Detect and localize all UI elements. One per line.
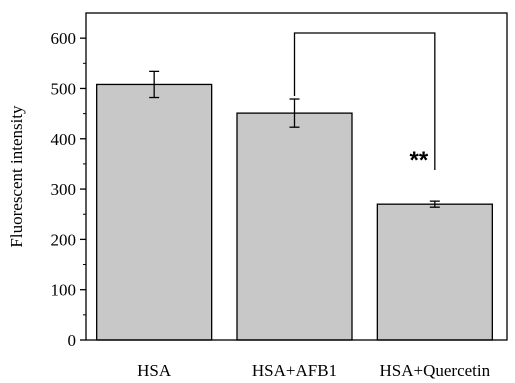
y-tick-label: 400	[51, 130, 77, 149]
significance-bracket	[293, 32, 436, 170]
y-tick-label: 500	[51, 79, 77, 98]
y-axis-ticks: 0 100 200 300 400 500 600	[51, 29, 86, 350]
x-category-label: HSA+AFB1	[252, 361, 337, 380]
significance-label: **	[409, 147, 428, 174]
error-bars	[149, 70, 440, 208]
bar-hsa-afb1	[236, 112, 353, 341]
x-category-label: HSA+Quercetin	[380, 361, 491, 380]
y-tick-label: 100	[51, 281, 77, 300]
x-category-label: HSA	[137, 361, 172, 380]
y-tick-label: 0	[68, 331, 77, 350]
bar-hsa-quercetin	[376, 203, 493, 341]
bar-hsa	[96, 83, 213, 341]
y-tick-label: 600	[51, 29, 77, 48]
significance-bracket-line	[293, 32, 436, 170]
bars	[96, 83, 493, 341]
y-axis-title: Fluorescent intensity	[7, 105, 26, 248]
y-tick-label: 300	[51, 180, 77, 199]
y-tick-label: 200	[51, 230, 77, 249]
plot-frame	[85, 12, 508, 341]
x-axis-category-labels: HSA HSA+AFB1 HSA+Quercetin	[137, 361, 490, 380]
